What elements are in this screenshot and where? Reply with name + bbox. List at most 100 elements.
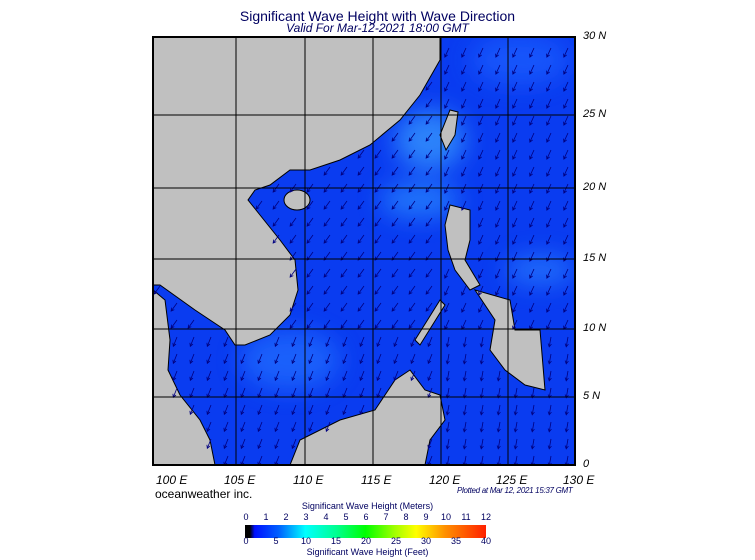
wave-direction-arrow <box>512 166 518 177</box>
wave-direction-arrow <box>408 234 416 244</box>
wave-direction-arrow <box>444 47 450 58</box>
wave-direction-arrow <box>513 387 518 399</box>
wave-direction-arrow <box>563 81 569 92</box>
meters-tick: 5 <box>343 512 349 522</box>
wave-direction-arrow <box>563 47 569 58</box>
wave-direction-arrow <box>408 132 416 142</box>
wave-direction-arrow <box>357 166 365 176</box>
wave-direction-arrow <box>529 47 535 58</box>
wave-direction-arrow <box>461 115 467 126</box>
wave-direction-arrow <box>306 319 314 329</box>
wave-direction-arrow <box>357 149 365 159</box>
wave-direction-arrow <box>512 217 518 228</box>
wave-direction-arrow <box>495 183 501 194</box>
wave-direction-arrow <box>274 421 280 433</box>
wave-direction-arrow <box>563 132 569 143</box>
wave-direction-arrow <box>374 319 382 329</box>
wave-direction-arrow <box>445 387 450 399</box>
lat-label: 30 N <box>583 30 607 42</box>
wave-direction-arrow <box>240 421 246 433</box>
wave-direction-arrow <box>170 319 178 329</box>
wave-direction-arrow <box>323 200 331 210</box>
wave-direction-arrow <box>563 200 569 211</box>
wave-direction-arrow <box>393 353 399 365</box>
wave-direction-arrow <box>445 353 450 365</box>
wave-direction-arrow <box>425 98 433 108</box>
wave-direction-arrow <box>495 285 501 296</box>
wave-direction-arrow <box>408 149 416 159</box>
wave-direction-arrow <box>391 302 399 312</box>
wave-direction-arrow <box>425 200 433 210</box>
wave-direction-arrow <box>289 268 297 278</box>
wave-direction-arrow <box>529 217 535 228</box>
wave-direction-arrow <box>410 336 416 348</box>
wave-direction-arrow <box>223 353 229 365</box>
lat-label: 20 N <box>583 181 607 193</box>
wave-direction-arrow <box>308 336 314 348</box>
meters-tick: 1 <box>263 512 269 522</box>
wave-direction-arrow <box>563 234 569 245</box>
wave-direction-arrow <box>478 115 484 126</box>
wave-direction-arrow <box>564 353 569 365</box>
wave-direction-arrow <box>289 319 297 329</box>
wave-direction-arrow <box>308 404 314 416</box>
lon-label: 105 E <box>224 473 256 487</box>
wave-direction-arrow <box>325 336 331 348</box>
wave-direction-arrow <box>478 200 484 211</box>
wave-direction-arrow <box>374 285 382 295</box>
wave-direction-arrow <box>495 47 501 58</box>
wave-direction-arrow <box>444 98 450 109</box>
wave-direction-arrow <box>357 268 365 278</box>
wave-direction-arrow <box>495 268 501 279</box>
wave-direction-arrow <box>478 183 484 194</box>
wave-direction-arrow <box>445 336 450 348</box>
wave-direction-arrow <box>496 404 501 416</box>
wave-direction-arrow <box>357 302 365 312</box>
wave-direction-arrow <box>546 115 552 126</box>
wave-direction-arrow <box>529 64 535 75</box>
wave-direction-arrow <box>563 166 569 177</box>
wave-direction-arrow <box>546 217 552 228</box>
meters-tick: 0 <box>243 512 249 522</box>
wave-direction-arrow <box>240 455 246 465</box>
wave-direction-arrow <box>546 268 552 279</box>
wave-direction-arrow <box>306 234 314 244</box>
wave-direction-arrow <box>461 98 467 109</box>
wave-direction-arrow <box>512 115 518 126</box>
wave-direction-arrow <box>323 285 331 295</box>
wave-direction-arrow <box>374 268 382 278</box>
wave-direction-arrow <box>512 149 518 160</box>
wave-direction-arrow <box>340 285 348 295</box>
wave-direction-arrow <box>461 285 467 296</box>
wave-direction-arrow <box>289 234 297 244</box>
wave-direction-arrow <box>291 404 297 416</box>
wave-direction-arrow <box>272 200 280 210</box>
wave-direction-arrow <box>563 285 569 296</box>
wave-direction-arrow <box>408 115 416 125</box>
wave-direction-arrow <box>547 404 552 416</box>
wave-direction-arrow <box>408 217 416 227</box>
wave-direction-arrow <box>425 149 433 159</box>
wave-direction-arrow <box>374 166 382 176</box>
wave-direction-arrow <box>376 336 382 348</box>
feet-tick: 35 <box>450 536 462 546</box>
wave-direction-arrow <box>546 132 552 143</box>
wave-direction-arrow <box>408 302 416 312</box>
legend-feet-title: Significant Wave Height (Feet) <box>306 547 429 557</box>
wave-direction-arrow <box>425 217 433 227</box>
wave-direction-arrow <box>546 200 552 211</box>
wave-direction-arrow <box>291 353 297 365</box>
wave-direction-arrow <box>359 353 365 365</box>
wave-direction-arrow <box>342 336 348 348</box>
wave-direction-arrow <box>547 421 552 433</box>
wave-direction-arrow <box>444 64 450 75</box>
wave-direction-arrow <box>444 268 450 279</box>
wave-direction-arrow <box>427 438 433 450</box>
wave-direction-arrow <box>563 98 569 109</box>
meters-tick: 11 <box>461 512 471 522</box>
wave-direction-arrow <box>478 47 484 58</box>
wave-direction-arrow <box>272 234 280 244</box>
malay-peninsula <box>153 289 216 465</box>
wave-direction-arrow <box>342 353 348 365</box>
